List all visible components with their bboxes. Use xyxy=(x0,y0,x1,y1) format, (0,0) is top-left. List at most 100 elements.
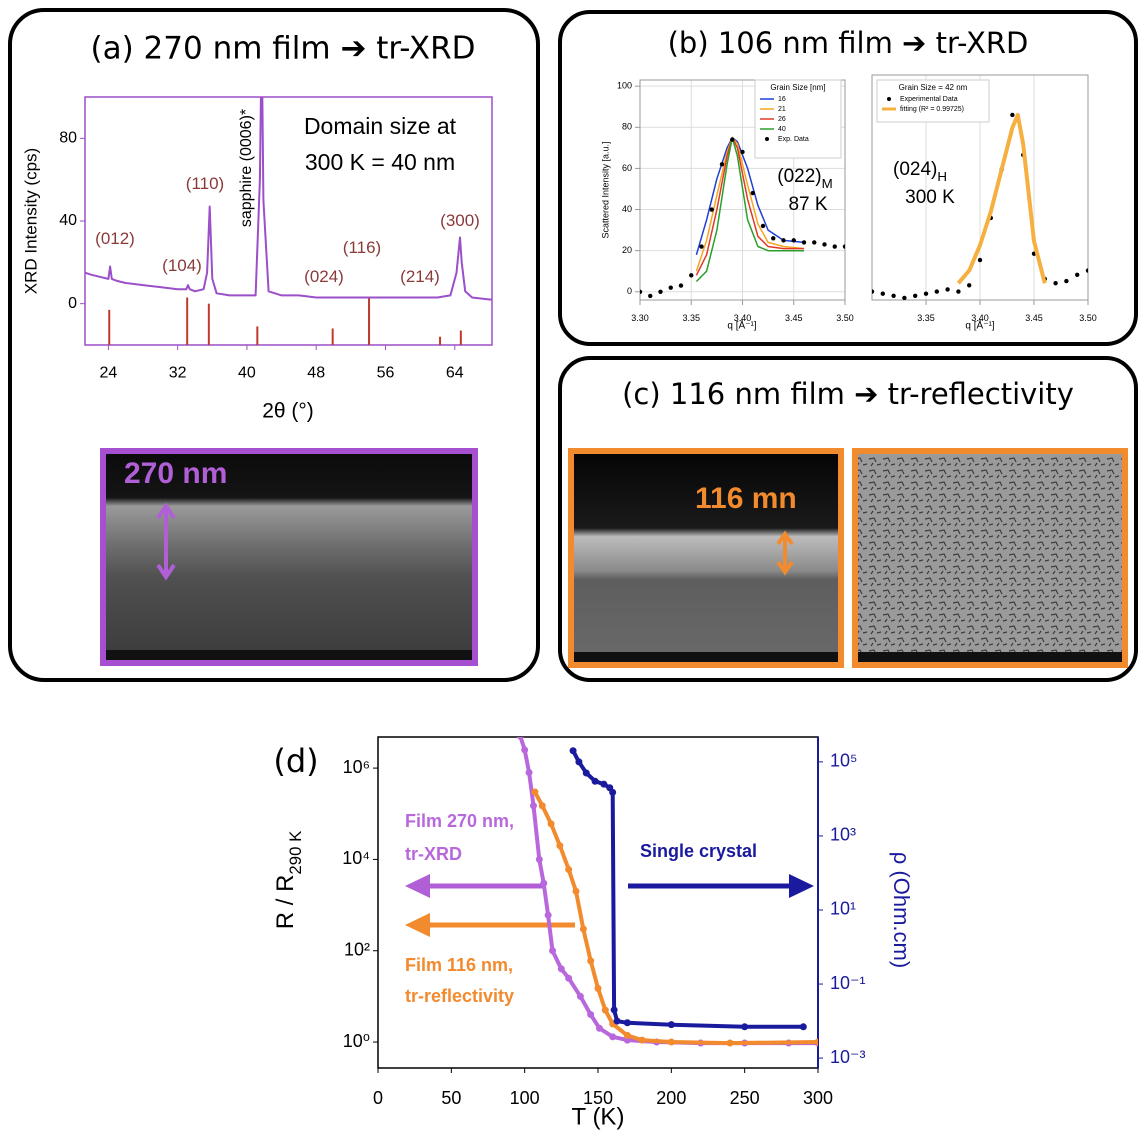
arrow-head xyxy=(789,874,814,898)
panel-title: (c) 116 nm film ➔ tr-reflectivity xyxy=(622,377,1074,411)
annotation-main: (110) xyxy=(186,174,224,193)
series-line xyxy=(956,113,1047,285)
x-tick-label: 150 xyxy=(583,1088,613,1108)
data-point xyxy=(613,1017,621,1025)
data-point xyxy=(1053,280,1058,286)
data-point xyxy=(799,1023,807,1031)
annotation: 300 K = 40 nm xyxy=(305,149,455,175)
x-tick-label: 300 xyxy=(803,1088,833,1108)
plot-area xyxy=(872,112,1088,300)
y-tick-label: 0 xyxy=(68,295,77,312)
series-line xyxy=(695,136,804,283)
x-axis-label: 2θ (°) xyxy=(262,400,314,423)
x-tick-label: 40 xyxy=(238,365,256,382)
panel-frame xyxy=(558,356,1138,682)
annotation-main: Single crystal xyxy=(640,841,757,861)
annotation: (024) xyxy=(304,267,344,286)
y2-tick-label: 10³ xyxy=(830,825,856,845)
x-axis-label: T (K) xyxy=(572,1103,625,1130)
data-point xyxy=(587,1011,595,1019)
legend-label: 21 xyxy=(778,106,786,113)
data-point xyxy=(1075,272,1080,277)
legend-marker xyxy=(887,97,891,101)
chart: 24 32 40 48 56 64 0 40 80 2θ (°) XRD Intensity (cp… xyxy=(21,96,493,423)
legend-label: 16 xyxy=(778,96,786,103)
y-axis-label: R / R290 K xyxy=(272,831,305,930)
series-line xyxy=(695,136,805,256)
data-point xyxy=(648,293,653,299)
data-point xyxy=(880,291,885,296)
data-point xyxy=(594,984,602,992)
data-point xyxy=(730,137,735,142)
plot-area xyxy=(85,97,492,345)
x-tick-label: 24 xyxy=(99,365,117,382)
y-tick-label: 10⁴ xyxy=(342,848,370,868)
annotation: (300) xyxy=(440,211,480,230)
data-point xyxy=(601,1006,609,1014)
data-point xyxy=(1085,268,1088,273)
data-point xyxy=(579,925,587,933)
annotation: Single crystal xyxy=(640,841,757,861)
y-axis-label: XRD Intensity (cps) xyxy=(21,148,40,294)
data-point xyxy=(872,289,875,294)
thickness-arrow xyxy=(156,502,176,581)
data-point xyxy=(525,769,533,777)
data-point xyxy=(822,242,827,247)
annotation-main: Film 116 nm, xyxy=(405,955,513,975)
data-point xyxy=(814,1038,818,1046)
y-tick-label: 60 xyxy=(622,163,632,173)
x-tick-label: 50 xyxy=(441,1088,461,1108)
data-point xyxy=(832,244,837,249)
data-point xyxy=(521,746,529,754)
series-line xyxy=(533,791,818,1046)
data-point xyxy=(531,788,539,796)
y-tick-label: 10⁰ xyxy=(343,1031,370,1051)
annotation: (024)H xyxy=(893,159,947,184)
annotation-main: (024) xyxy=(893,159,937,180)
panel-title: (a) 270 nm film ➔ tr-XRD xyxy=(91,31,476,67)
legend-title: Grain Size = 42 nm xyxy=(899,83,968,92)
annotation: (012) xyxy=(95,229,135,248)
annotation-main: tr-reflectivity xyxy=(405,986,514,1006)
annotation-main: 300 K xyxy=(905,187,955,208)
data-point xyxy=(902,295,907,300)
annotation: (022)M xyxy=(777,166,832,191)
x-tick-label: 56 xyxy=(377,365,395,382)
data-point xyxy=(544,911,552,919)
legend-box xyxy=(876,79,990,123)
y-tick-label: 80 xyxy=(59,130,77,147)
thickness-arrow xyxy=(776,530,794,576)
data-point xyxy=(575,758,583,766)
sem-info-bar xyxy=(106,650,472,660)
data-point xyxy=(569,747,577,755)
data-point xyxy=(709,207,714,212)
x-axis-label: q [Å⁻¹] xyxy=(727,319,756,332)
data-point xyxy=(977,257,983,263)
data-point xyxy=(689,273,694,278)
y-tick-label: 40 xyxy=(59,212,77,229)
annotation: tr-reflectivity xyxy=(405,986,514,1006)
data-point xyxy=(1064,278,1069,284)
annotation: 87 K xyxy=(788,194,827,215)
annotation-main: Film 270 nm, xyxy=(405,811,514,831)
y2-tick-label: 10⁻³ xyxy=(830,1047,866,1067)
data-point xyxy=(740,149,745,155)
y-tick-label: 10⁶ xyxy=(343,757,370,777)
series-line xyxy=(571,749,804,1029)
data-point xyxy=(750,190,755,196)
x-tick-label: 3.40 xyxy=(734,313,752,323)
annotation-main: sapphire (0006)* xyxy=(238,109,255,227)
plot-area xyxy=(516,737,818,1047)
data-point xyxy=(741,1023,749,1031)
sem-info-bar xyxy=(574,652,838,662)
plot-frame xyxy=(84,96,493,346)
data-point xyxy=(610,1006,618,1014)
annotation-main: 300 K = 40 nm xyxy=(305,149,455,175)
plot-frame xyxy=(377,736,819,1069)
annotation: 300 K xyxy=(905,187,955,208)
data-point xyxy=(934,289,939,294)
data-point xyxy=(595,1024,603,1032)
data-point xyxy=(719,162,725,167)
